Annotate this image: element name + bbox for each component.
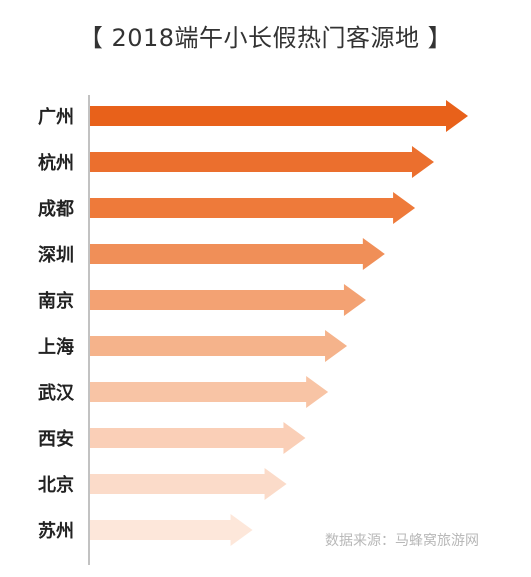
category-label: 深圳 <box>38 244 74 266</box>
chart-title: 【 2018端午小长假热门客源地 】 <box>78 24 453 52</box>
category-label: 武汉 <box>38 383 75 404</box>
bar-arrow <box>90 238 385 270</box>
category-label: 南京 <box>38 290 74 312</box>
bar-arrow <box>90 376 329 408</box>
bar-arrow <box>90 330 348 362</box>
bar-arrow <box>90 192 416 224</box>
bar-arrow <box>90 146 434 178</box>
bar-arrow <box>90 422 306 454</box>
bar-arrow <box>90 284 366 316</box>
category-label: 上海 <box>38 336 74 358</box>
category-label: 杭州 <box>38 152 74 174</box>
category-label: 广州 <box>38 106 74 128</box>
bar-arrow <box>90 468 287 500</box>
category-label: 西安 <box>38 428 74 450</box>
source-note: 数据来源：马蜂窝旅游网 <box>325 533 479 549</box>
category-label: 北京 <box>38 474 74 496</box>
bar-arrow <box>90 514 253 546</box>
category-label: 苏州 <box>38 520 74 542</box>
bar-arrow <box>90 100 468 132</box>
category-label: 成都 <box>38 198 74 220</box>
